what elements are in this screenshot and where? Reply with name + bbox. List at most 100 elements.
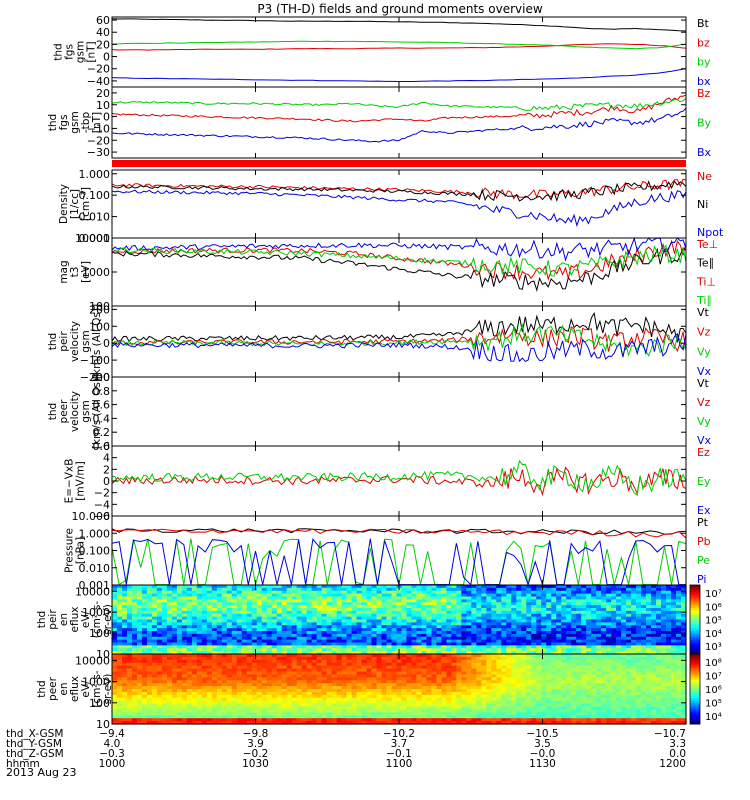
heatmap-cell: [666, 596, 672, 600]
heatmap-cell: [631, 613, 637, 618]
heatmap-cell: [661, 587, 667, 592]
heatmap-cell: [206, 633, 213, 638]
heatmap-cell: [431, 654, 438, 658]
heatmap-cell: [126, 599, 133, 603]
heatmap-cell: [411, 697, 418, 702]
heatmap-cell: [236, 674, 243, 678]
heatmap-cell: [311, 694, 318, 699]
heatmap-cell: [336, 616, 343, 621]
heatmap-cell: [331, 686, 338, 690]
heatmap-cell: [526, 585, 532, 589]
heatmap-cell: [241, 628, 248, 632]
heatmap-cell: [141, 633, 148, 638]
heatmap-cell: [166, 656, 173, 661]
heatmap-cell: [186, 671, 193, 676]
heatmap-cell: [461, 639, 467, 644]
heatmap-cell: [306, 631, 313, 635]
heatmap-cell: [321, 585, 328, 589]
heatmap-cell: [351, 616, 358, 621]
heatmap-cell: [341, 671, 348, 676]
heatmap-cell: [271, 596, 278, 600]
heatmap-cell: [436, 656, 443, 661]
heatmap-cell: [221, 613, 228, 618]
heatmap-cell: [161, 654, 168, 658]
heatmap-cell: [606, 628, 612, 632]
colorbar-cell: [690, 603, 700, 607]
heatmap-cell: [426, 616, 433, 621]
heatmap-cell: [306, 622, 313, 626]
heatmap-cell: [406, 665, 413, 670]
heatmap-cell: [221, 639, 228, 644]
heatmap-cell: [131, 648, 138, 652]
heatmap-cell: [446, 590, 453, 595]
heatmap-cell: [381, 656, 388, 661]
heatmap-cell: [291, 628, 298, 632]
heatmap-cell: [176, 585, 183, 589]
heatmap-cell: [211, 602, 218, 606]
heatmap-cell: [171, 709, 178, 713]
heatmap-cell: [586, 585, 592, 589]
legend-label: By: [697, 117, 712, 130]
heatmap-cell: [231, 602, 238, 606]
heatmap-cell: [381, 654, 388, 658]
heatmap-cell: [636, 590, 642, 595]
heatmap-cell: [356, 642, 363, 646]
heatmap-cell: [431, 642, 438, 646]
heatmap-cell: [341, 718, 348, 722]
heatmap-cell: [151, 648, 158, 652]
heatmap-cell: [161, 596, 168, 600]
heatmap-cell: [151, 613, 158, 618]
y-tick-label: 200: [89, 303, 110, 316]
heatmap-cell: [246, 689, 253, 693]
heatmap-cell: [401, 616, 408, 621]
heatmap-cell: [416, 709, 423, 713]
heatmap-cell: [296, 596, 303, 600]
heatmap-cell: [156, 689, 163, 693]
heatmap-cell: [181, 602, 188, 606]
heatmap-cell: [486, 712, 492, 716]
heatmap-cell: [321, 633, 328, 638]
heatmap-cell: [471, 599, 477, 603]
heatmap-cell: [296, 654, 303, 658]
heatmap-cell: [206, 703, 213, 708]
heatmap-cell: [546, 633, 552, 638]
heatmap-cell: [656, 651, 662, 655]
heatmap-cell: [481, 689, 487, 693]
heatmap-cell: [146, 625, 153, 629]
heatmap-cell: [331, 659, 338, 664]
heatmap-cell: [351, 587, 358, 592]
heatmap-cell: [356, 605, 363, 609]
heatmap-cell: [216, 691, 223, 696]
heatmap-cell: [406, 593, 413, 598]
heatmap-cell: [346, 619, 353, 623]
heatmap-cell: [621, 593, 627, 598]
heatmap-cell: [166, 602, 173, 606]
heatmap-cell: [311, 659, 318, 664]
heatmap-cell: [621, 648, 627, 652]
heatmap-cell: [141, 659, 148, 664]
heatmap-cell: [591, 587, 597, 592]
heatmap-cell: [366, 712, 373, 716]
colorbar-cell: [690, 617, 700, 620]
heatmap-cell: [186, 642, 193, 646]
heatmap-cell: [321, 689, 328, 693]
heatmap-cell: [211, 599, 218, 603]
heatmap-cell: [481, 642, 487, 646]
heatmap-cell: [501, 628, 507, 632]
heatmap-cell: [486, 709, 492, 713]
heatmap-cell: [171, 585, 178, 589]
heatmap-cell: [406, 680, 413, 684]
heatmap-cell: [471, 587, 477, 592]
heatmap-cell: [446, 703, 453, 708]
heatmap-cell: [481, 700, 487, 705]
heatmap-cell: [236, 622, 243, 626]
heatmap-cell: [196, 656, 203, 661]
heatmap-cell: [276, 590, 283, 595]
heatmap-cell: [161, 642, 168, 646]
heatmap-cell: [376, 648, 383, 652]
heatmap-cell: [171, 691, 178, 696]
heatmap-cell: [476, 613, 482, 618]
heatmap-cell: [546, 590, 552, 595]
heatmap-cell: [431, 628, 438, 632]
heatmap-cell: [421, 709, 428, 713]
